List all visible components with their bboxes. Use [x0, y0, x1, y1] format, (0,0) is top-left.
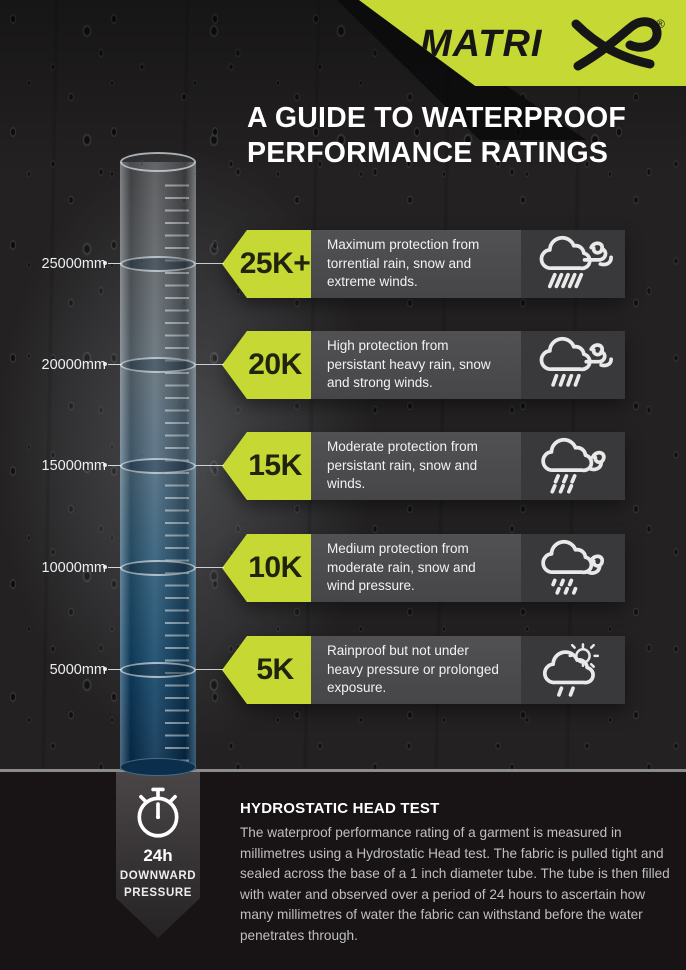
- rating-description: Medium protection from moderate rain, sn…: [327, 541, 476, 594]
- rating-description: Maximum protection from torrential rain,…: [327, 237, 480, 290]
- rating-icon-panel: [521, 331, 625, 399]
- row-connector: [196, 263, 224, 264]
- gauge-label-5000: 5000mm: [49, 662, 106, 678]
- rating-description-panel: Rainproof but not under heavy pressure o…: [311, 636, 521, 704]
- storm-rain-strong-wind-icon: [539, 235, 613, 289]
- stopwatch-icon: [137, 787, 179, 838]
- fish-x-icon: [571, 17, 662, 71]
- moderate-rain-wind-icon: [541, 539, 605, 595]
- rating-row-5k: 5K Rainproof but not under heavy pressur…: [222, 636, 625, 704]
- rating-chevron: 25K+: [222, 230, 311, 298]
- rating-code: 20K: [248, 348, 302, 381]
- rating-icon-panel: [521, 432, 625, 500]
- water-level-5000: [120, 662, 196, 678]
- gauge-label-15000: 15000mm: [41, 458, 106, 474]
- label-connector: [103, 667, 121, 672]
- footer-divider: [0, 769, 686, 772]
- footer-heading: HYDROSTATIC HEAD TEST: [240, 800, 440, 817]
- duration-label: 24h: [143, 846, 173, 865]
- rating-icon-panel: [521, 636, 625, 704]
- label-connector: [103, 261, 121, 266]
- measuring-tube: [120, 152, 196, 776]
- title-line-1: A GUIDE TO WATERPROOF: [247, 102, 626, 134]
- rating-description: Moderate protection from persistant rain…: [327, 439, 478, 492]
- page-title: A GUIDE TO WATERPROOF PERFORMANCE RATING…: [247, 101, 667, 171]
- rating-chevron: 20K: [222, 331, 311, 399]
- tube-top-rim: [120, 152, 196, 172]
- registered-mark: ®: [656, 17, 665, 31]
- rating-code: 5K: [256, 653, 294, 686]
- label-connector: [103, 565, 121, 570]
- pressure-label-line1: DOWNWARD: [119, 870, 197, 882]
- rating-chevron: 15K: [222, 432, 311, 500]
- title-line-2: PERFORMANCE RATINGS: [247, 137, 609, 169]
- rating-code: 15K: [248, 449, 302, 482]
- row-connector: [196, 465, 224, 466]
- rating-code: 25K+: [239, 247, 311, 280]
- tube-bottom-cap: [120, 758, 196, 776]
- rating-row-25k: 25K+ Maximum protection from torrential …: [222, 230, 625, 298]
- rating-description-panel: Moderate protection from persistant rain…: [311, 432, 521, 500]
- footer-body: The waterproof performance rating of a g…: [240, 825, 670, 943]
- rating-chevron: 10K: [222, 534, 311, 602]
- rating-code: 10K: [248, 551, 302, 584]
- rating-row-15k: 15K Moderate protection from persistant …: [222, 432, 625, 500]
- rating-description-panel: Medium protection from moderate rain, sn…: [311, 534, 521, 602]
- matrix-logo-icon: MATRI ®: [420, 17, 665, 71]
- rating-row-20k: 20K High protection from persistant heav…: [222, 331, 625, 399]
- tube-glass-shading: [120, 162, 196, 770]
- pressure-label-line2: PRESSURE: [123, 887, 193, 899]
- footer: [0, 772, 686, 970]
- sun-shower-icon: [542, 643, 600, 697]
- rating-description-panel: Maximum protection from torrential rain,…: [311, 230, 521, 298]
- water-level-15000: [120, 458, 196, 474]
- footer-text-block: HYDROSTATIC HEAD TEST The waterproof per…: [240, 800, 680, 946]
- water-level-10000: [120, 560, 196, 576]
- rating-chevron: 5K: [222, 636, 311, 704]
- rating-description-panel: High protection from persistant heavy ra…: [311, 331, 521, 399]
- rating-icon-panel: [521, 534, 625, 602]
- rain-wind-icon: [541, 437, 606, 494]
- gauge-label-25000: 25000mm: [41, 256, 106, 272]
- water-level-20000: [120, 357, 196, 373]
- label-connector: [103, 362, 121, 367]
- gauge-label-10000: 10000mm: [41, 560, 106, 576]
- rating-description: Rainproof but not under heavy pressure o…: [327, 643, 499, 696]
- brand-text: MATRI: [420, 23, 543, 65]
- row-connector: [196, 669, 224, 670]
- rating-icon-panel: [521, 230, 625, 298]
- row-connector: [196, 567, 224, 568]
- row-connector: [196, 364, 224, 365]
- rating-description: High protection from persistant heavy ra…: [327, 338, 491, 391]
- brand-logo: MATRI ®: [418, 14, 668, 76]
- pressure-label: DOWNWARD PRESSURE: [120, 868, 196, 902]
- gauge-label-20000: 20000mm: [41, 357, 106, 373]
- heavy-rain-wind-icon: [539, 336, 613, 387]
- rating-row-10k: 10K Medium protection from moderate rain…: [222, 534, 625, 602]
- water-level-25000: [120, 256, 196, 272]
- pressure-banner: 24h DOWNWARD PRESSURE: [116, 772, 200, 938]
- label-connector: [103, 463, 121, 468]
